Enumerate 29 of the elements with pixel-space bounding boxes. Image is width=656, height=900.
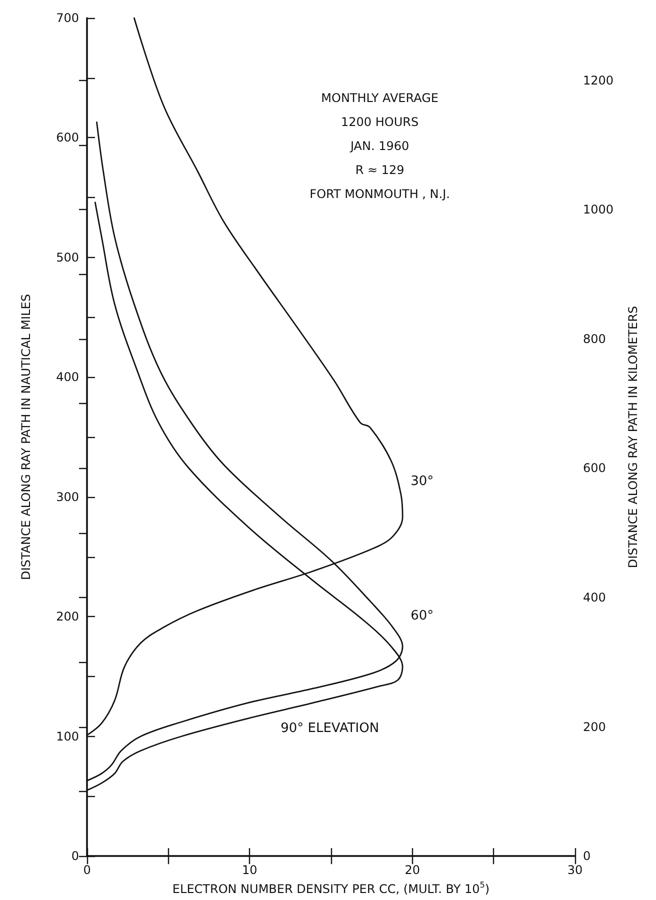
y-axis-title: DISTANCE ALONG RAY PATH IN NAUTICAL MILES <box>19 294 33 580</box>
y-tick-label: 500 <box>56 250 79 264</box>
annotation: R ≈ 129 <box>355 163 404 177</box>
y2-tick-label: 800 <box>583 332 606 346</box>
series-label: 60° <box>410 608 434 624</box>
x-tick-label: 10 <box>242 863 258 878</box>
y2-axis-title: DISTANCE ALONG RAY PATH IN KILOMETERS <box>626 306 640 568</box>
y2-tick-label: 400 <box>583 590 606 605</box>
y2-tick-label: 200 <box>583 720 606 734</box>
x-tick-label: 0 <box>83 863 91 878</box>
annotation: FORT MONMOUTH , N.J. <box>310 187 450 201</box>
y2-tick-label: 1000 <box>583 202 614 217</box>
y-tick-label: 400 <box>56 370 79 384</box>
y2-tick-label: 0 <box>583 849 591 864</box>
series-label: 90° ELEVATION <box>280 720 380 736</box>
annotation: MONTHLY AVERAGE <box>321 91 438 105</box>
x-tick-label: 30 <box>567 863 583 878</box>
y-tick-label: 200 <box>56 610 79 624</box>
y-tick-label: 100 <box>56 729 79 744</box>
y-tick-label: 600 <box>56 130 79 145</box>
x-tick-label: 20 <box>404 863 420 878</box>
y-tick-label: 0 <box>71 849 79 864</box>
annotation: JAN. 1960 <box>349 139 410 153</box>
y-tick-label: 700 <box>56 11 79 25</box>
y2-tick-label: 600 <box>583 461 606 476</box>
annotation: 1200 HOURS <box>341 115 419 129</box>
y2-tick-label: 1200 <box>583 73 614 88</box>
y-tick-label: 300 <box>56 490 79 504</box>
series-label: 30° <box>410 474 434 489</box>
